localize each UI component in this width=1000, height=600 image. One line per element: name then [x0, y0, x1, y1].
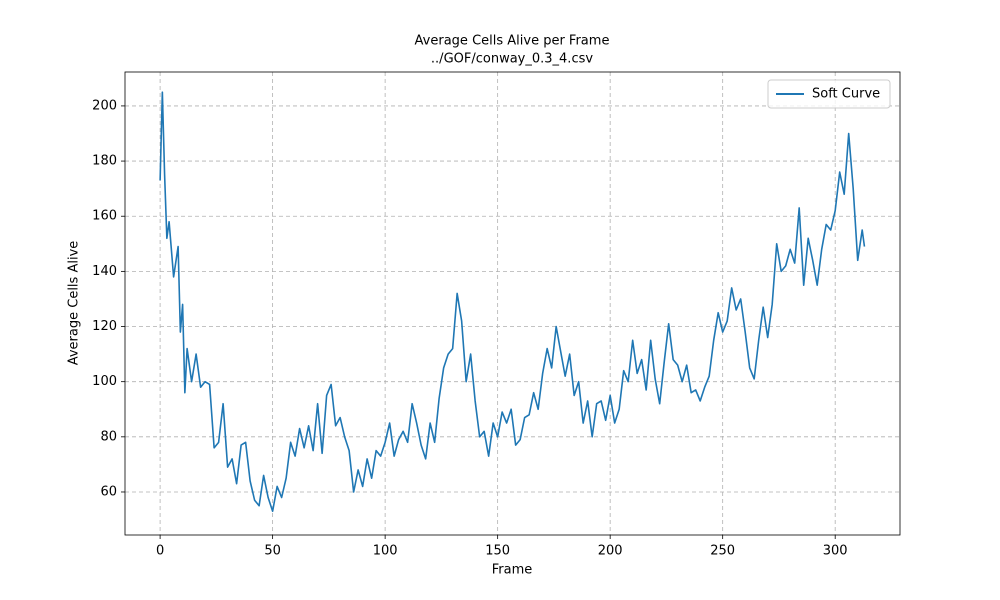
y-tick-label: 160	[92, 209, 117, 224]
chart-title: Average Cells Alive per Frame	[415, 34, 610, 49]
x-tick-label: 50	[264, 544, 281, 559]
y-tick-label: 80	[100, 429, 117, 444]
x-tick-label: 0	[156, 544, 164, 559]
x-axis-label: Frame	[492, 563, 533, 578]
y-tick-label: 60	[100, 484, 117, 499]
chart-subtitle: ../GOF/conway_0.3_4.csv	[431, 52, 593, 67]
y-tick-label: 100	[92, 374, 117, 389]
x-tick-label: 250	[710, 544, 735, 559]
plot-frame	[124, 71, 901, 536]
y-axis-label: Average Cells Alive	[67, 241, 82, 366]
data-line	[159, 91, 866, 513]
x-tick-label: 300	[823, 544, 848, 559]
x-tick-label: 150	[485, 544, 510, 559]
x-tick-label: 200	[598, 544, 623, 559]
y-tick-label: 200	[92, 98, 117, 113]
y-tick-label: 180	[92, 154, 117, 169]
x-tick-label: 100	[373, 544, 398, 559]
y-tick-label: 120	[92, 319, 117, 334]
legend-box	[767, 79, 891, 109]
y-tick-label: 140	[92, 264, 117, 279]
legend-label: Soft Curve	[812, 87, 880, 102]
